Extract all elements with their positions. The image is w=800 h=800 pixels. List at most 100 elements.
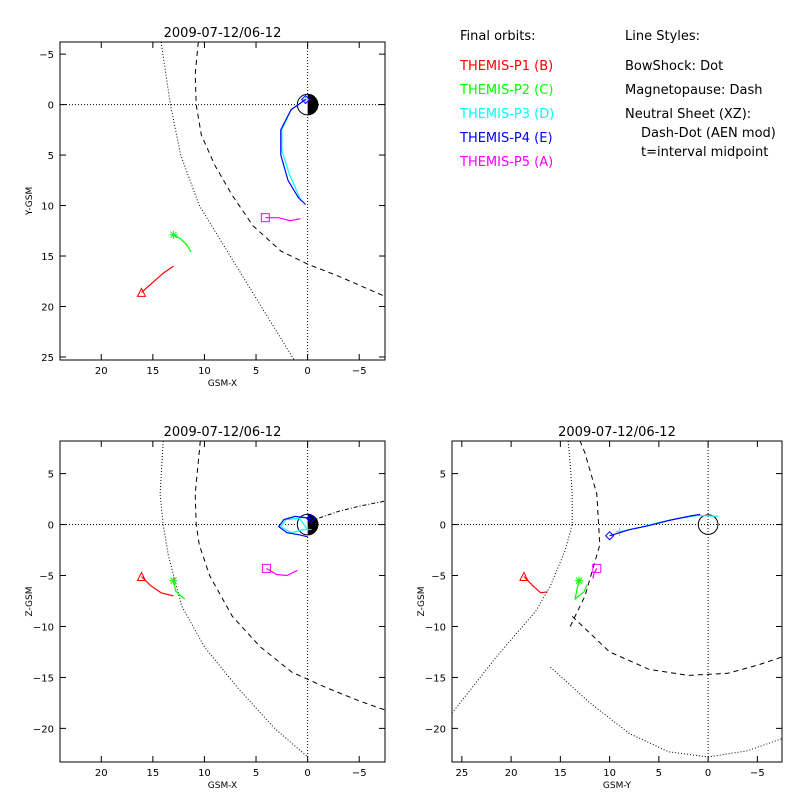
orbit-p5-line [592,568,598,579]
legend-orbit-p5: THEMIS-P5 (A) [459,155,553,170]
x-axis-label: GSM-Y [603,781,632,791]
x-tick-label: −5 [750,768,765,779]
magnetopause-curve [571,615,782,676]
legend-orbit-p3: THEMIS-P3 (D) [459,107,554,122]
plot-area [452,441,782,762]
earth-night-side [307,514,318,535]
y-tick-label: 20 [41,302,54,313]
y-tick-label: 5 [440,470,446,481]
magnetopause-curve [194,441,385,711]
y-tick-label: 5 [48,151,54,162]
panel-title: 2009-07-12/06-12 [164,26,282,41]
y-tick-label: −10 [33,622,54,633]
earth-icon [697,514,719,535]
x-tick-label: 10 [198,768,211,779]
x-tick-label: 5 [253,366,259,377]
diamond-marker [300,94,311,105]
yz-plane-panel: 2009-07-12/06-12 GSM-Y Z-GSM 25 20 15 10 5 0 −5 5 0… [417,425,783,791]
x-tick-label: 0 [304,366,310,377]
y-tick-label: −20 [425,724,446,735]
square-marker [592,563,602,573]
plot-frame [59,41,386,361]
x-tick-label: 5 [253,768,259,779]
bowshock-curve [452,441,573,714]
legend-style-neutral-sheet: Neutral Sheet (XZ): [625,107,751,122]
xz-plane-panel: 2009-07-12/06-12 GSM-X Z-GSM 20 15 10 5 0 −5 5 0 −5… [25,425,386,791]
magnetopause-curve [194,42,385,297]
x-tick-label: 5 [656,768,662,779]
orbit-p1-line [141,265,174,293]
triangle-marker [519,571,529,582]
x-axis-label: GSM-X [208,379,237,389]
y-tick-label: 15 [41,252,54,263]
orbit-p2-line [172,580,186,600]
legend-orbits-title: Final orbits: [460,29,536,44]
x-tick-label: 15 [554,768,567,779]
orbit-p5-line [265,567,298,577]
magnetopause-curve [569,441,601,627]
bowshock-curve [160,42,295,360]
orbit-p4-line [609,513,701,537]
y-tick-label: 10 [41,202,54,213]
square-marker [261,563,271,573]
panel-title: 2009-07-12/06-12 [558,425,676,440]
orbit-p3-line [281,99,306,202]
legend-style-dash-dot: Dash-Dot (AEN mod) [641,126,776,141]
y-tick-label: 0 [440,521,446,532]
orbit-p3-line [279,517,309,534]
y-axis-label: Z-GSM [417,586,427,616]
x-axis-label: GSM-X [208,781,237,791]
orbit-p2-line [574,580,588,601]
star-marker [169,230,178,239]
x-tick-label: 25 [455,768,468,779]
star-marker [169,576,178,585]
x-tick-label: 20 [505,768,518,779]
legend-styles-title: Line Styles: [625,29,700,44]
x-tick-label: 20 [95,768,108,779]
legend-style-bowshock: BowShock: Dot [625,59,723,74]
orbit-p4-line [280,99,307,205]
y-tick-label: 0 [48,101,54,112]
diamond-marker [306,513,316,524]
x-tick-label: 20 [95,366,108,377]
legend-orbit-p1: THEMIS-P1 (B) [459,59,553,74]
x-tick-label: 10 [603,768,616,779]
legend-orbit-p2: THEMIS-P2 (C) [459,83,553,98]
y-tick-label: −5 [431,572,446,583]
y-tick-label: −15 [33,673,54,684]
square-marker [260,213,270,223]
x-tick-label: 0 [705,768,711,779]
plot-area [60,42,385,360]
y-tick-label: −5 [39,50,54,61]
x-tick-label: −5 [352,768,367,779]
plus-marker [303,525,312,534]
y-tick-label: −10 [425,622,446,633]
orbit-p1-line [141,576,174,597]
plot-frame [59,440,386,763]
plot-frame [451,440,783,763]
orbit-p2-line [173,234,192,253]
y-tick-label: 5 [48,470,54,481]
y-tick-label: −20 [33,724,54,735]
legend-orbit-p4: THEMIS-P4 (E) [459,131,553,146]
diamond-marker [604,531,615,541]
bowshock-curve [159,441,308,758]
y-tick-label: −5 [39,572,54,583]
legend-style-midpoint: t=interval midpoint [641,145,768,160]
bowshock-curve [550,666,782,758]
earth-night-side [307,94,318,115]
xy-plane-panel: 2009-07-12/06-12 GSM-X Y-GSM 20 15 10 5 0 −5 −5 0 5… [25,26,386,389]
plot-area [60,441,385,762]
y-axis-label: Y-GSM [25,187,35,216]
y-tick-label: −15 [425,673,446,684]
orbit-p4-line [277,515,311,538]
y-tick-label: 25 [41,353,54,364]
x-tick-label: 10 [198,366,211,377]
triangle-marker [136,287,147,297]
x-tick-label: −5 [352,366,367,377]
legend: Final orbits: THEMIS-P1 (B) THEMIS-P2 (C… [459,29,776,170]
y-axis-label: Z-GSM [25,586,35,616]
x-tick-label: 15 [146,366,159,377]
star-marker [575,576,584,585]
